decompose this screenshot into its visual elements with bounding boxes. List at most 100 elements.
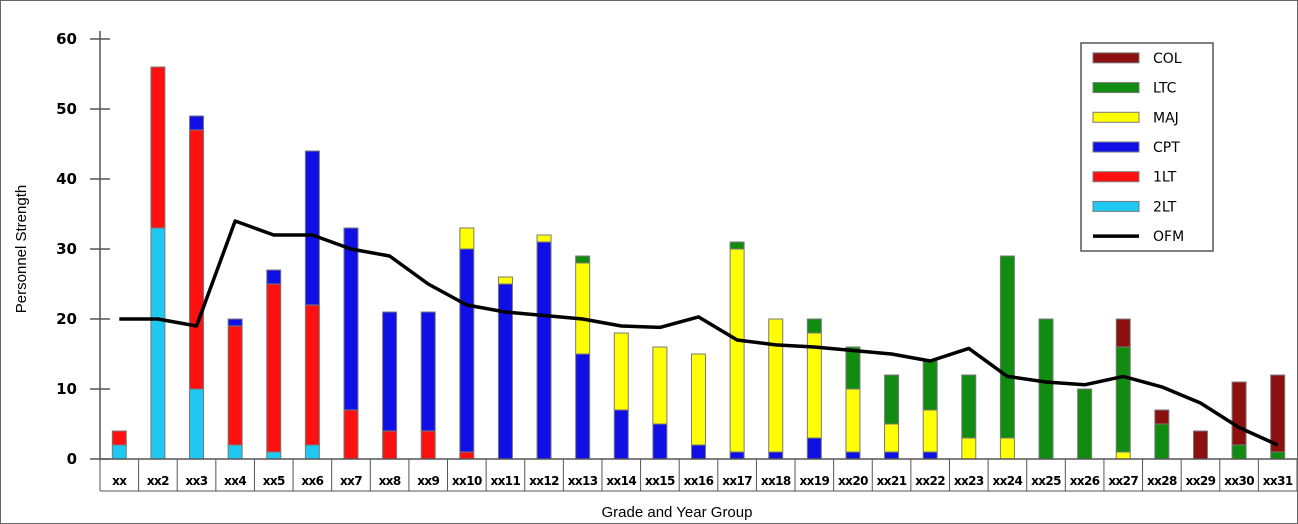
bar-segment-maj-xx17 xyxy=(729,248,745,453)
x-tick-label-xx18: xx18 xyxy=(761,474,791,488)
legend-label-2lt: 2LT xyxy=(1153,199,1177,215)
bar-segment-col-xx29 xyxy=(1192,430,1208,460)
bar-segment-ltc-xx30 xyxy=(1231,444,1247,460)
bar-segment-cpt-xx19 xyxy=(806,437,822,460)
bar-segment-maj-xx14 xyxy=(613,332,629,411)
y-tick-label-30: 30 xyxy=(56,240,77,258)
x-tick-label-xx11: xx11 xyxy=(491,474,521,488)
bar-segment-ltc-xx21 xyxy=(884,374,900,425)
x-tick-label-xx12: xx12 xyxy=(529,474,559,488)
legend-swatch-maj xyxy=(1092,111,1140,123)
legend-swatch-ltc xyxy=(1092,82,1140,94)
bar-segment-2lt-xx2 xyxy=(150,227,166,460)
bar-segment-maj-xx23 xyxy=(961,437,977,460)
bar-segment-col-xx27 xyxy=(1115,318,1131,348)
bar-segment-col-xx30 xyxy=(1231,381,1247,446)
legend: COL LTC MAJ CPT 1LT 2LT OFM xyxy=(1080,42,1214,252)
y-tick-label-20: 20 xyxy=(56,310,77,328)
y-tick-label-40: 40 xyxy=(56,170,77,188)
bar-segment-cpt-xx13 xyxy=(575,353,591,460)
x-tick-label-xx7: xx7 xyxy=(340,474,362,488)
x-tick-label-xx19: xx19 xyxy=(799,474,829,488)
bar-segment-ltc-xx17 xyxy=(729,241,745,250)
x-tick-label-xx: xx xyxy=(112,474,127,488)
bar-segment-ltc-xx28 xyxy=(1154,423,1170,460)
bar-segment-maj-xx18 xyxy=(768,318,784,453)
bar-segment-2lt-xx4 xyxy=(227,444,243,460)
bar-segment-cpt-xx14 xyxy=(613,409,629,460)
bar-segment-cpt-xx5 xyxy=(266,269,282,285)
legend-label-cpt: CPT xyxy=(1153,140,1180,156)
bars-layer xyxy=(111,66,1286,460)
bar-segment-col-xx31 xyxy=(1270,374,1286,453)
bar-segment-ltc-xx27 xyxy=(1115,346,1131,453)
x-tick-label-xx24: xx24 xyxy=(993,474,1023,488)
x-tick-label-xx22: xx22 xyxy=(915,474,945,488)
legend-label-col: COL xyxy=(1153,51,1182,67)
bar-segment-maj-xx12 xyxy=(536,234,552,243)
bar-segment-ltc-xx24 xyxy=(999,255,1015,439)
legend-label-ltc: LTC xyxy=(1153,81,1177,97)
x-tick-label-xx16: xx16 xyxy=(684,474,714,488)
bar-segment-maj-xx15 xyxy=(652,346,668,425)
bar-segment-1lt-xx xyxy=(111,430,127,446)
bar-segment-cpt-xx15 xyxy=(652,423,668,460)
bar-segment-2lt-xx6 xyxy=(304,444,320,460)
x-tick-label-xx9: xx9 xyxy=(417,474,439,488)
x-axis-title: Grade and Year Group xyxy=(602,504,753,521)
bar-segment-2lt-xx5 xyxy=(266,451,282,460)
x-tick-label-xx21: xx21 xyxy=(877,474,907,488)
x-tick-label-xx25: xx25 xyxy=(1031,474,1061,488)
bar-segment-2lt-xx3 xyxy=(189,388,205,460)
x-tick-label-xx6: xx6 xyxy=(301,474,323,488)
bar-segment-ltc-xx26 xyxy=(1077,388,1093,460)
bar-segment-cpt-xx9 xyxy=(420,311,436,432)
axes-layer: 0 10 20 30 40 50 60 xx xx2 xx3 xx4 xx5 xx6 xx7 xx8 xx9 x… xyxy=(56,30,1297,492)
bar-segment-2lt-xx xyxy=(111,444,127,460)
ofm-series-line xyxy=(119,219,1279,447)
bar-segment-maj-xx21 xyxy=(884,423,900,453)
legend-label-ofm: OFM xyxy=(1153,229,1184,245)
bar-segment-1lt-xx2 xyxy=(150,66,166,229)
bar-segment-maj-xx22 xyxy=(922,409,938,453)
bar-segment-ltc-xx22 xyxy=(922,360,938,411)
y-axis-title: Personnel Strength xyxy=(13,185,30,313)
legend-swatch-1lt xyxy=(1092,171,1140,183)
x-tick-label-xx14: xx14 xyxy=(606,474,636,488)
bar-segment-cpt-xx4 xyxy=(227,318,243,327)
y-tick-label-10: 10 xyxy=(56,380,77,398)
y-tick-label-50: 50 xyxy=(56,100,77,118)
x-tick-label-xx17: xx17 xyxy=(722,474,752,488)
bar-segment-1lt-xx10 xyxy=(459,451,475,460)
bar-segment-maj-xx10 xyxy=(459,227,475,250)
x-tick-label-xx15: xx15 xyxy=(645,474,675,488)
bar-segment-maj-xx16 xyxy=(691,353,706,446)
bar-segment-cpt-xx18 xyxy=(768,451,784,460)
bar-segment-maj-xx13 xyxy=(575,262,591,355)
y-tick-label-0: 0 xyxy=(67,450,77,468)
legend-swatch-2lt xyxy=(1092,200,1140,212)
bar-segment-ltc-xx13 xyxy=(575,255,591,264)
y-tick-label-60: 60 xyxy=(56,30,77,48)
bar-segment-cpt-xx10 xyxy=(459,248,475,453)
x-tick-label-xx31: xx31 xyxy=(1263,474,1293,488)
bar-segment-cpt-xx20 xyxy=(845,451,861,460)
x-tick-label-xx26: xx26 xyxy=(1070,474,1100,488)
x-tick-label-xx30: xx30 xyxy=(1224,474,1254,488)
bar-segment-maj-xx20 xyxy=(845,388,861,453)
bar-segment-maj-xx11 xyxy=(497,276,513,285)
legend-swatch-col xyxy=(1092,52,1140,64)
x-tick-label-xx8: xx8 xyxy=(379,474,401,488)
x-tick-label-xx13: xx13 xyxy=(568,474,598,488)
ofm-line-layer xyxy=(119,219,1279,447)
x-tick-label-xx29: xx29 xyxy=(1186,474,1216,488)
x-tick-label-xx5: xx5 xyxy=(263,474,285,488)
x-tick-label-xx20: xx20 xyxy=(838,474,868,488)
legend-label-1lt: 1LT xyxy=(1153,170,1177,186)
bar-segment-1lt-xx6 xyxy=(304,304,320,446)
x-tick-label-xx27: xx27 xyxy=(1108,474,1138,488)
legend-swatch-cpt xyxy=(1092,141,1140,153)
bar-segment-ltc-xx23 xyxy=(961,374,977,439)
